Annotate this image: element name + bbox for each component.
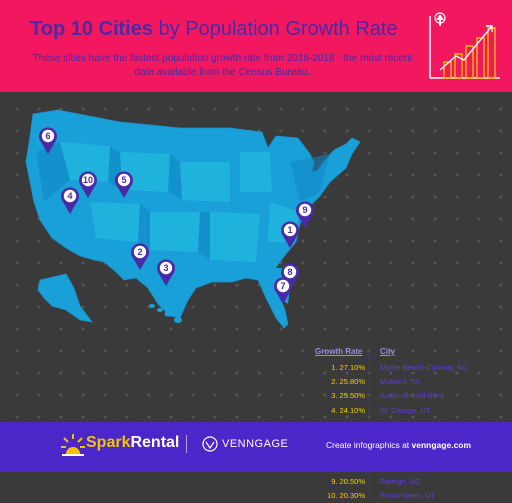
table-row: 1. 27.10% Myrtle Beach-Conway, SC (310, 361, 510, 375)
map-pin-3: 3 (157, 259, 175, 286)
map-pin-label: 2 (137, 247, 142, 257)
logo-rental: Rental (130, 434, 180, 451)
map-pin-circle (159, 261, 173, 275)
city-name: Raleigh, NC (380, 476, 421, 486)
growth-rate-value: 10. 20.30% (327, 490, 365, 500)
title-rest: by Population Growth Rate (158, 18, 398, 40)
map-pin-10: 10 (79, 171, 97, 198)
map-pin-label: 5 (121, 175, 126, 185)
map-pin-circle (63, 189, 77, 203)
cta-link[interactable]: venngage.com (411, 440, 472, 450)
map-pin-circle (81, 173, 95, 187)
map-pin-1: 1 (281, 221, 299, 248)
venngage-logo: VENNGAGE (222, 438, 289, 450)
city-name: Midland, TX (380, 377, 420, 387)
map-pin-label: 10 (83, 175, 93, 185)
table-row: 10. 20.30% Provo-Orem, UT (310, 489, 510, 503)
page-title: Top 10 Cities by Population Growth Rate (30, 18, 398, 41)
table-row: 4. 24.10% St. George, UT (310, 404, 510, 418)
map-pin-circle (41, 129, 55, 143)
map-pin-label: 6 (45, 131, 50, 141)
map-pin-2: 2 (131, 243, 150, 270)
map-pin-7: 7 (273, 277, 292, 304)
map-pin-4: 4 (61, 187, 79, 214)
table-header-growth-rate: Growth Rate (315, 347, 363, 356)
map-pin-label: 1 (287, 225, 292, 235)
table-row: 3. 25.50% Austin-Round Rock (310, 389, 510, 403)
growth-rate-value: 3. 25.50% (331, 391, 365, 401)
map-pin-9: 9 (296, 201, 314, 228)
header-banner: Top 10 Cities by Population Growth Rate … (0, 0, 512, 92)
footer-cta[interactable]: Create infographics at venngage.com (326, 440, 471, 450)
cta-prefix: Create infographics at (326, 440, 412, 450)
page-subtitle: These cities have the fastest population… (32, 53, 413, 78)
map-pin-5: 5 (115, 171, 133, 198)
growth-rate-value: 9. 20.50% (331, 476, 365, 486)
sparkrental-sun-icon (61, 434, 85, 456)
map-pin-6: 6 (39, 127, 57, 154)
table-row: 9. 20.50% Raleigh, NC (310, 475, 510, 489)
logo-spark: Spark (86, 434, 131, 451)
map-panel: 6 10 5 4 9 1 2 3 8 7 Growth Rate City 1. 27.10% My… (0, 92, 512, 500)
map-pin-label: 7 (280, 281, 285, 291)
map-pin-circle (298, 203, 312, 217)
table-row: 2. 25.80% Midland, TX (310, 375, 510, 389)
growth-rate-value: 1. 27.10% (331, 363, 365, 372)
city-name: Provo-Orem, UT (380, 490, 436, 500)
map-pin-label: 9 (302, 205, 307, 215)
us-map: 6 10 5 4 91 2 3 87 (25, 109, 361, 329)
sparkrental-logo: SparkRental (86, 434, 179, 452)
footer-separator (186, 435, 187, 453)
city-name: St. George, UT (380, 405, 431, 415)
growth-rate-value: 2. 25.80% (331, 377, 365, 387)
map-pin-circle (283, 265, 297, 279)
hawaii-shape (149, 304, 182, 323)
map-pin-circle (133, 245, 147, 259)
map-pin-label: 4 (67, 191, 72, 201)
growth-rate-value: 4. 24.10% (331, 405, 365, 415)
city-name: Myrtle Beach-Conway, SC (380, 363, 468, 372)
venngage-logo-icon (202, 436, 218, 452)
growth-chart-icon (429, 12, 500, 79)
map-pin-label: 3 (163, 263, 168, 273)
map-pin-8: 8 (281, 263, 299, 290)
map-pin-circle (117, 173, 131, 187)
table-header-city: City (380, 347, 396, 356)
map-pin-circle (283, 223, 297, 237)
map-pin-label: 8 (287, 267, 292, 277)
alaska-shape (37, 273, 93, 323)
title-bold: Top 10 Cities (30, 18, 153, 40)
map-pin-circle (276, 279, 290, 293)
footer-bar (0, 422, 512, 472)
city-name: Austin-Round Rock (380, 391, 445, 401)
